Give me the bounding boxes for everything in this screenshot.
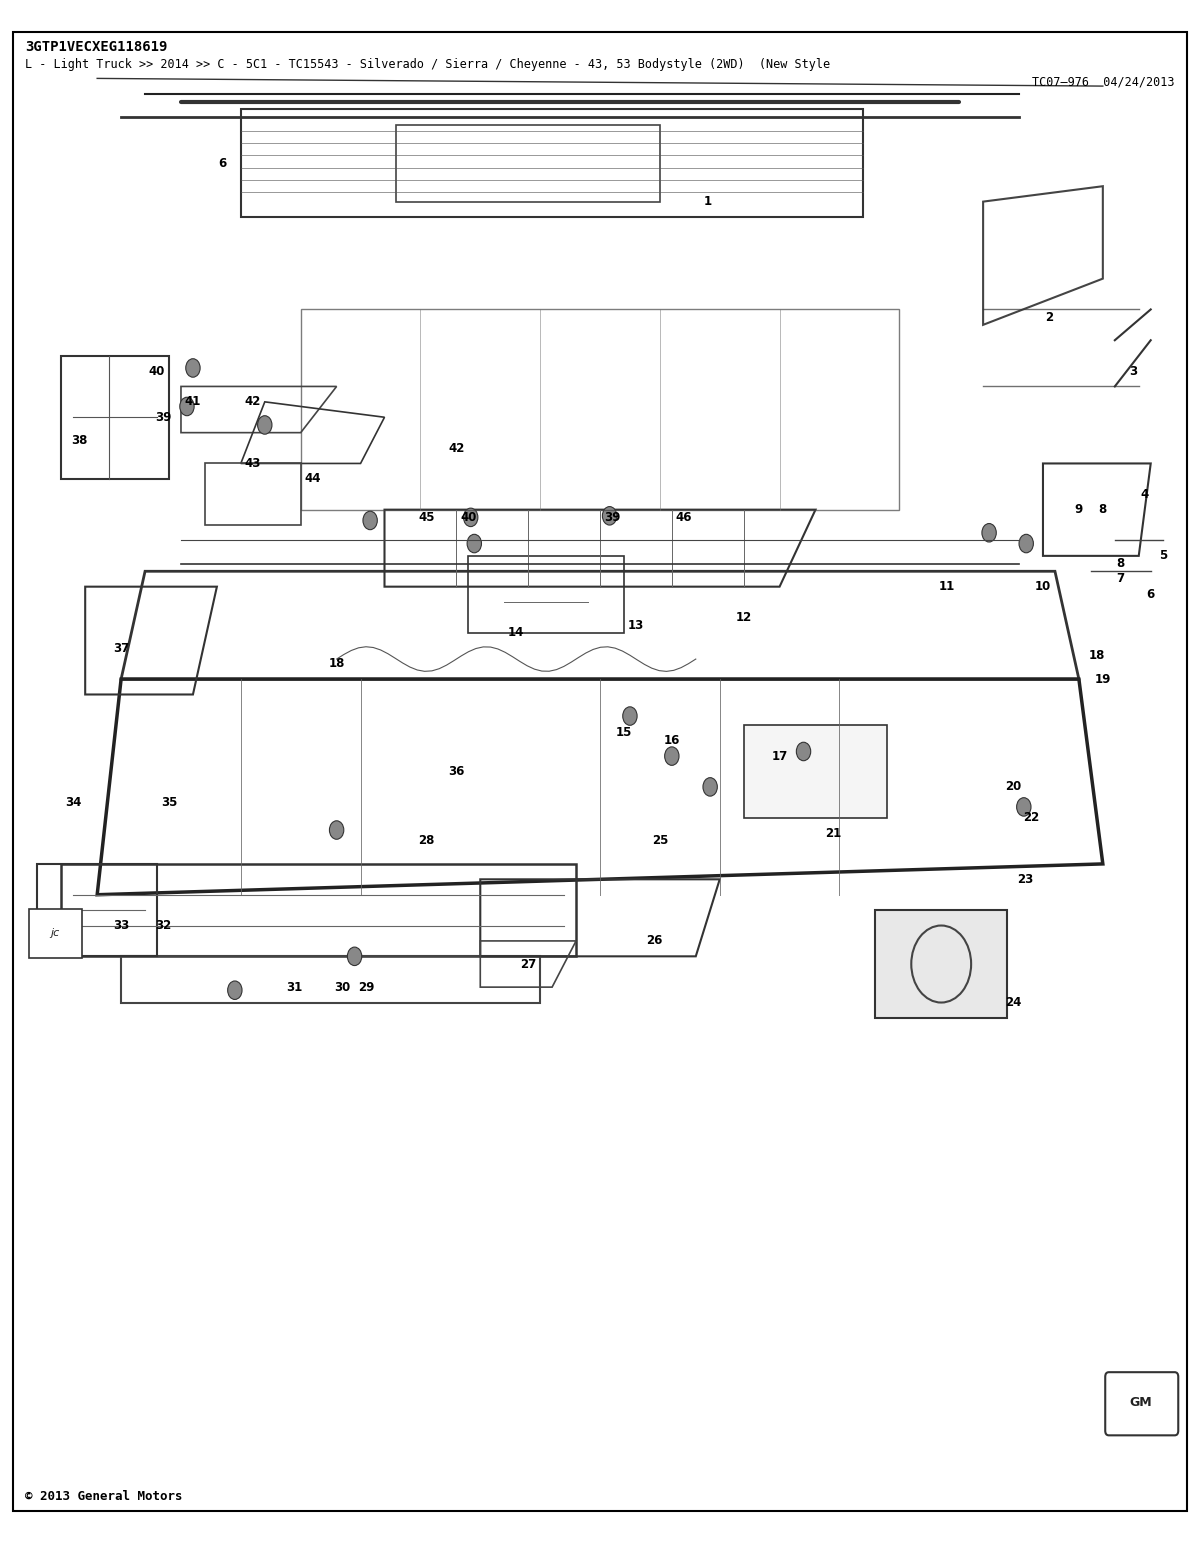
Text: 11: 11: [940, 580, 955, 593]
Text: 10: 10: [1034, 580, 1051, 593]
Circle shape: [623, 707, 637, 725]
Text: 39: 39: [604, 511, 620, 525]
Text: 6: 6: [218, 156, 227, 170]
Text: 45: 45: [418, 511, 434, 525]
Text: © 2013 General Motors: © 2013 General Motors: [25, 1491, 182, 1503]
Circle shape: [330, 821, 343, 839]
Text: 26: 26: [646, 935, 662, 947]
Text: 31: 31: [287, 981, 302, 994]
Text: 33: 33: [113, 920, 130, 932]
Text: 38: 38: [71, 434, 88, 447]
Text: 41: 41: [185, 395, 202, 409]
Text: jc: jc: [50, 929, 60, 938]
Circle shape: [703, 778, 718, 796]
Text: 42: 42: [448, 441, 464, 455]
Text: 42: 42: [245, 395, 260, 409]
Text: 2: 2: [1045, 310, 1054, 324]
Text: 19: 19: [1094, 673, 1111, 685]
Text: 8: 8: [1117, 557, 1124, 569]
Text: 13: 13: [628, 619, 644, 631]
Text: 17: 17: [772, 750, 787, 762]
Circle shape: [228, 981, 242, 1000]
Circle shape: [1016, 798, 1031, 816]
Circle shape: [467, 534, 481, 552]
Text: 34: 34: [65, 796, 82, 809]
Circle shape: [665, 747, 679, 765]
Text: L - Light Truck >> 2014 >> C - 5C1 - TC15543 - Silverado / Sierra / Cheyenne - 4: L - Light Truck >> 2014 >> C - 5C1 - TC1…: [25, 59, 830, 71]
Circle shape: [982, 523, 996, 542]
Text: 29: 29: [359, 981, 374, 994]
Text: 9: 9: [1075, 503, 1084, 517]
Text: 44: 44: [305, 472, 320, 486]
Text: 25: 25: [652, 835, 668, 847]
Text: 7: 7: [1117, 572, 1124, 585]
Circle shape: [1019, 534, 1033, 552]
FancyBboxPatch shape: [29, 909, 82, 958]
Text: TC07–976  04/24/2013: TC07–976 04/24/2013: [1032, 76, 1175, 88]
Text: 20: 20: [1004, 781, 1021, 793]
Circle shape: [258, 415, 272, 434]
Polygon shape: [875, 910, 1007, 1018]
Text: 36: 36: [448, 765, 464, 778]
Circle shape: [602, 506, 617, 525]
Text: 16: 16: [664, 734, 680, 747]
Text: 18: 18: [329, 657, 344, 670]
Text: 43: 43: [245, 457, 260, 471]
Circle shape: [186, 358, 200, 376]
Polygon shape: [744, 725, 887, 818]
Circle shape: [797, 742, 811, 761]
Text: GM: GM: [1130, 1396, 1152, 1409]
Text: 30: 30: [335, 981, 350, 994]
Text: 18: 18: [1088, 650, 1105, 662]
Circle shape: [463, 508, 478, 526]
Text: 27: 27: [520, 958, 536, 971]
Text: 40: 40: [149, 364, 166, 378]
Text: 12: 12: [736, 611, 751, 623]
Text: 8: 8: [1099, 503, 1106, 517]
Text: 39: 39: [155, 410, 172, 424]
Text: 4: 4: [1141, 488, 1148, 501]
Text: 37: 37: [113, 642, 130, 654]
Circle shape: [180, 397, 194, 415]
Text: 6: 6: [1146, 588, 1154, 600]
Text: 35: 35: [161, 796, 178, 809]
Text: 3GTP1VECXEG118619: 3GTP1VECXEG118619: [25, 40, 168, 54]
Circle shape: [347, 947, 361, 966]
FancyBboxPatch shape: [1105, 1372, 1178, 1435]
Text: 3: 3: [1129, 364, 1136, 378]
Text: 23: 23: [1016, 873, 1033, 886]
Text: 32: 32: [155, 920, 172, 932]
Text: 46: 46: [676, 511, 692, 525]
Text: 15: 15: [616, 727, 632, 739]
Text: 21: 21: [826, 827, 841, 839]
Circle shape: [362, 511, 377, 529]
Text: 1: 1: [703, 194, 712, 208]
Text: 14: 14: [508, 626, 524, 639]
Text: 24: 24: [1004, 997, 1021, 1009]
Text: 40: 40: [460, 511, 476, 525]
Text: 22: 22: [1022, 812, 1039, 824]
Text: 28: 28: [419, 835, 434, 847]
Text: 5: 5: [1158, 549, 1166, 562]
